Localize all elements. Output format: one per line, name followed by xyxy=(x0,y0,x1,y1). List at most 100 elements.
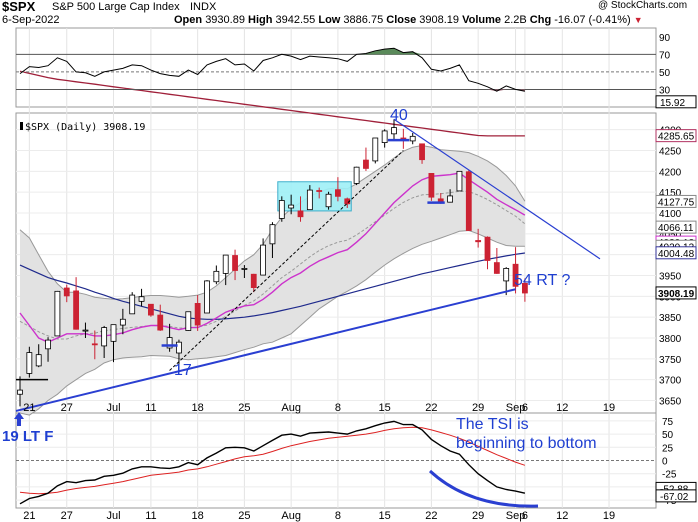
quote-bar: Open 3930.89 High 3942.55 Low 3886.75 Cl… xyxy=(174,14,643,26)
value-box-bg xyxy=(655,194,697,208)
x-axis-labels: 21 21 27 27 Jul Jul 11 11 18 18 25 25 Aug Aug 8 8 15 15 22… xyxy=(23,402,615,522)
rsi-line xyxy=(19,47,525,92)
symbol: $SPX xyxy=(2,0,36,14)
candle-body xyxy=(409,135,416,142)
value-box: 4004.48 xyxy=(655,246,697,260)
long-term-support-trendline xyxy=(15,288,516,412)
open-label: Open xyxy=(174,14,203,26)
rsi-indicator: 90 70 50 30 15.92 xyxy=(16,33,697,109)
candle xyxy=(45,337,51,362)
x-axis-label: 29 xyxy=(472,402,484,414)
candle xyxy=(222,254,229,286)
ma-200-line xyxy=(19,70,525,137)
value-box-bg xyxy=(655,220,697,234)
value-box-label: 4004.48 xyxy=(658,249,695,260)
close-value: 3908.19 xyxy=(419,14,460,26)
candle xyxy=(204,280,210,314)
x-axis-label-bottom: 15 xyxy=(379,510,391,522)
candle-body xyxy=(138,296,145,302)
tsi-tick-label: 75 xyxy=(662,417,674,428)
x-axis-label: 11 xyxy=(145,402,156,414)
candle-body xyxy=(419,143,425,161)
candle-body xyxy=(241,268,248,270)
candle-body xyxy=(465,171,472,231)
candle-body xyxy=(372,137,379,162)
value-box: 4127.75 xyxy=(655,194,697,208)
rsi-tick-label: 50 xyxy=(659,68,671,79)
candle xyxy=(147,303,154,317)
value-box-bg xyxy=(655,246,697,260)
exchange: INDX xyxy=(190,1,217,13)
x-axis-label: 21 xyxy=(23,402,35,414)
tsi-last-label: -67.02 xyxy=(660,492,689,503)
candle-body xyxy=(363,159,369,169)
trendlines xyxy=(15,118,601,412)
candle-body xyxy=(475,240,482,243)
x-axis-label: 22 xyxy=(425,402,437,414)
candle xyxy=(372,137,379,164)
price-legend-text: $SPX (Daily) 3908.19 xyxy=(25,122,146,133)
candle-body xyxy=(288,204,295,209)
candle xyxy=(381,129,388,148)
price-tick-label: 3700 xyxy=(659,376,682,387)
candle xyxy=(73,277,79,330)
x-axis-label: 12 xyxy=(556,402,568,414)
candle-body xyxy=(484,236,491,261)
candle xyxy=(278,196,285,222)
value-box-label: 4285.65 xyxy=(658,132,695,143)
price-candles xyxy=(17,119,528,407)
x-axis-label-bottom: 6 xyxy=(522,510,528,522)
tsi-last-bg xyxy=(655,489,697,503)
annotation-40: 40 xyxy=(390,107,408,124)
candle xyxy=(185,311,192,331)
candle xyxy=(101,325,108,358)
rsi-tick-label: 30 xyxy=(659,85,671,96)
legend-swatch-icon xyxy=(20,122,23,130)
price-tick-label: 4150 xyxy=(659,188,682,199)
candle-body xyxy=(185,311,192,331)
candle xyxy=(138,288,145,307)
value-box-label: 3908.19 xyxy=(658,289,695,300)
candle-body xyxy=(26,352,33,374)
x-axis-label: 25 xyxy=(238,402,250,414)
tsi-tick-label: 0 xyxy=(662,457,668,468)
candle-body xyxy=(232,255,238,271)
candle xyxy=(157,304,164,331)
price-tick-label: 4100 xyxy=(659,209,682,220)
candle xyxy=(316,187,323,199)
candle xyxy=(166,323,173,352)
candle-body xyxy=(391,127,397,135)
candle-body xyxy=(493,262,500,274)
price-tick-label: 3800 xyxy=(659,334,682,345)
candle-body xyxy=(82,329,89,332)
candle xyxy=(456,170,463,192)
candle-body xyxy=(269,224,276,245)
x-axis-label-bottom: 22 xyxy=(425,510,437,522)
candle-body xyxy=(325,193,332,208)
candle xyxy=(63,284,70,303)
rsi-tick-label: 70 xyxy=(659,50,671,61)
downtrend-resistance-line xyxy=(393,118,601,260)
x-axis-label: Aug xyxy=(281,402,301,414)
dashed-uptrend-line xyxy=(169,150,404,371)
price-tick-label: 4050 xyxy=(659,230,682,241)
rsi-last-box: 15.92 xyxy=(655,95,697,109)
candle-body xyxy=(428,173,435,198)
rsi-tick-label: 90 xyxy=(659,33,671,44)
candle-body xyxy=(194,303,201,326)
candle xyxy=(363,147,369,171)
candle-body xyxy=(437,198,444,202)
candle-body xyxy=(119,318,126,326)
tsi-bottoming-arc xyxy=(428,469,539,508)
candle-body xyxy=(110,324,117,342)
candle xyxy=(176,339,182,371)
candle xyxy=(334,177,341,202)
candle xyxy=(269,222,276,258)
x-axis-label-bottom: 8 xyxy=(335,510,341,522)
x-axis-label: Jul xyxy=(106,402,120,414)
candle-body xyxy=(503,268,510,282)
candle xyxy=(119,308,126,335)
candle xyxy=(288,194,295,215)
